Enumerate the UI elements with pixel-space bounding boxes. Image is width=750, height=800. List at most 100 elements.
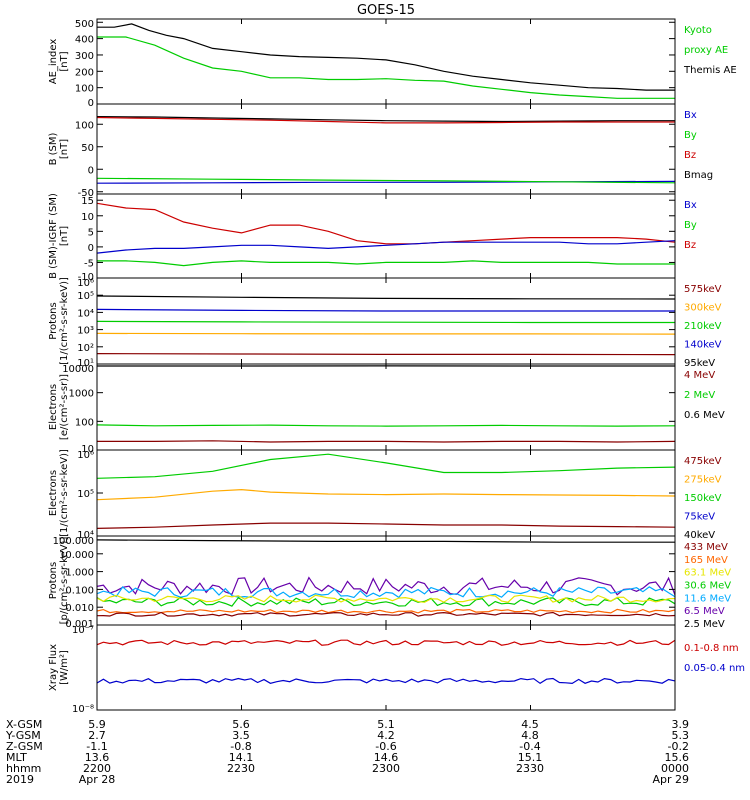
ephemeris-cell: 15.6: [664, 751, 690, 764]
panel-5-frame: [96, 363, 676, 451]
ephemeris-cell: 3.5: [232, 729, 250, 742]
panel-7-series-2: [96, 576, 676, 596]
panel-8-ytick-label: 10⁻⁸: [72, 704, 94, 715]
panel-7-legend-item: 6.5 MeV: [684, 606, 725, 617]
orbit-ephemeris-table: X-GSM 5.9 5.6 5.1 4.5 3.9 Y-GSM 2.7 3.5 4.2 4.8 5.3…: [0, 718, 750, 800]
panel-6-series-3: [96, 522, 676, 529]
panel-7-legend-item: 433 MeV: [684, 542, 728, 553]
ephemeris-cell: 0000: [661, 762, 689, 775]
ephemeris-cell: 4.8: [521, 729, 539, 742]
panel-3-ytick-label: 5: [88, 227, 94, 238]
ephemeris-row-label: X-GSM: [6, 718, 43, 731]
panel-6-legend-item: 275keV: [684, 475, 722, 486]
panel-1-ytick-label: 400: [75, 35, 94, 46]
panel-1: 0 100 200 300 400 500 AE_index[nT] Kyoto proxy A…: [48, 18, 737, 109]
panel-4-ytick-label: 10¹: [77, 358, 94, 369]
panel-4-legend-item: 140keV: [684, 340, 722, 351]
panel-6-ytick-label: 10⁶: [77, 450, 94, 461]
panel-6-series-2: [96, 488, 676, 501]
panel-6-legend-item: 150keV: [684, 493, 722, 504]
panel-3-series-2: [96, 240, 676, 254]
panel-7-ytick-label: 0.010: [65, 603, 94, 614]
panel-8-series-2: [96, 677, 676, 685]
panel-7-ylabel: Protons[p/(cm²-s-sr-keV)]: [48, 537, 70, 625]
panel-2-ytick-label: 100: [75, 120, 94, 131]
panel-6-legend-item: 75keV: [684, 512, 715, 523]
panel-2-legend-item: Bx: [684, 110, 697, 121]
ephemeris-cell: 15.1: [517, 751, 543, 764]
panel-5-ytick-label: 1000: [69, 389, 94, 400]
chart-title: GOES-15: [357, 3, 415, 18]
panel-6-ytick-label: 10⁴: [77, 530, 94, 541]
panel-4-ytick-label: 10³: [77, 326, 94, 337]
panel-3-ytick-label: 10: [81, 212, 94, 223]
panel-3-legend-item: By: [684, 220, 697, 231]
ephemeris-cell: -0.4: [519, 740, 541, 753]
panel-5-ytick-label: 10: [81, 444, 94, 455]
ephemeris-cell: -0.2: [667, 740, 689, 753]
panel-1-ytick-label: 200: [75, 67, 94, 78]
ephemeris-cell: Apr 28: [78, 773, 116, 786]
panel-7: 0.001 0.010 0.100 1.000 10.000 100.000Protons…: [48, 535, 731, 630]
panel-5-legend-item: 0.6 MeV: [684, 410, 725, 421]
panel-3-legend-item: Bx: [684, 200, 697, 211]
panel-6-legend-item: 40keV: [684, 530, 715, 541]
ephemeris-cell: 5.6: [232, 718, 250, 731]
panel-2-legend-item: By: [684, 130, 697, 141]
panel-4-legend-item: 210keV: [684, 321, 722, 332]
panel-2-ytick-label: -50: [78, 188, 94, 199]
panel-2-legend-item: Bz: [684, 150, 696, 161]
panel-3-series-1: [96, 202, 676, 245]
ephemeris-cell: 5.9: [88, 718, 106, 731]
panel-4: 10¹ 10² 10³ 10⁴ 10⁵ 10⁶ Protons[1/(cm²-s-sr-ke…: [48, 277, 722, 369]
panel-7-ytick-label: 0.001: [65, 619, 94, 630]
panel-6-series-1: [96, 453, 676, 479]
panel-3-ytick-label: 0: [88, 243, 94, 254]
ephemeris-cell: -1.1: [86, 740, 108, 753]
panel-3-ytick-label: -10: [78, 272, 94, 283]
panel-4-ytick-label: 10⁴: [77, 308, 94, 319]
panel-7-ytick-label: 10.000: [59, 550, 94, 561]
panel-7-series-7: [96, 611, 676, 617]
panel-3-ytick-label: 15: [81, 196, 94, 207]
panel-1-ytick-label: 500: [75, 19, 94, 30]
panel-2-legend-item: Bmag: [684, 170, 713, 181]
panel-4-legend-item: 300keV: [684, 303, 722, 314]
panel-6: 10⁴ 10⁵ 10⁶ Electrons[1/(cm²-s-sr-keV)] 475k…: [48, 449, 722, 541]
panel-7-legend-item: 11.6 MeV: [684, 593, 731, 604]
ephemeris-cell: 4.2: [377, 729, 395, 742]
panel-7-series-1: [96, 539, 675, 543]
panel-2-series-2: [96, 116, 675, 124]
panel-7-legend-item: 165 MeV: [684, 555, 728, 566]
panel-4-legend-item: 95keV: [684, 358, 715, 369]
panel-7-series-5: [96, 594, 676, 603]
ephemeris-row-label: hhmm: [6, 762, 42, 775]
panel-1-series-1: [97, 23, 675, 91]
panel-4-series-2: [96, 308, 675, 312]
ephemeris-cell: -0.8: [230, 740, 252, 753]
ephemeris-cell: 2300: [372, 762, 400, 775]
panel-5-legend-item: 4 MeV: [684, 370, 715, 381]
panel-2-series-1: [96, 116, 675, 123]
panel-3-legend-item: Bz: [684, 240, 696, 251]
panel-4-series-4: [96, 332, 676, 335]
panel-7-legend-item: 30.6 MeV: [684, 581, 731, 592]
panel-4-ytick-label: 10⁵: [77, 291, 94, 302]
ephemeris-row-label: Y-GSM: [6, 729, 41, 742]
ephemeris-cell: 2.7: [88, 729, 106, 742]
panel-2-series-4: [96, 177, 676, 184]
panel-5-ylabel: Electrons[e/(cm²-s-sr)]: [48, 374, 70, 440]
ephemeris-cell: 5.1: [377, 718, 395, 731]
ephemeris-cell: 2230: [227, 762, 255, 775]
ephemeris-cell: 4.5: [521, 718, 539, 731]
panel-7-series-3: [96, 585, 676, 599]
panel-6-ylabel: Electrons[1/(cm²-s-sr-keV)]: [48, 449, 70, 537]
panel-1-ytick-label: 0: [88, 98, 94, 109]
panel-3: -10 -5 0 5 10 15 B (SM)-IGRF (SM)[nT] Bx By Bz: [48, 193, 697, 283]
panel-1-ytick-label: 300: [75, 51, 94, 62]
panel-7-legend-item: 63.1 MeV: [684, 568, 731, 579]
panel-1-legend-item: proxy AE: [684, 45, 728, 56]
ephemeris-cell: Apr 29: [652, 773, 689, 786]
